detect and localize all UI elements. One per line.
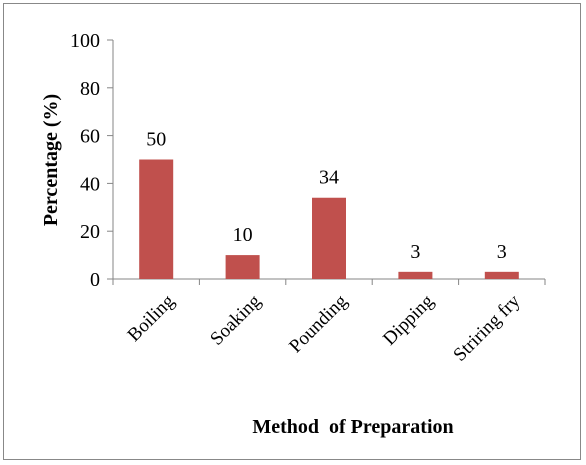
bar-pounding [312,197,346,279]
chart-frame [3,3,581,460]
x-tick-label: Boiling [124,290,180,346]
data-label: 50 [146,129,166,151]
data-label: 34 [319,167,339,189]
bar-series [139,159,519,279]
bar-soaking [225,255,260,279]
y-tick-label: 100 [70,30,100,52]
y-axis-title: Percentage (%) [40,94,62,226]
y-tick-label: 20 [80,221,100,243]
x-tick-label: Striring fry [449,290,524,365]
x-axis-title: Method of Preparation [252,416,453,438]
y-axis: 0 20 40 60 80 100 [70,30,114,291]
x-tick-label: Soaking [206,290,265,349]
data-label: 3 [497,241,507,263]
x-tick-labels: Boiling Soaking Pounding Dipping Striring fr… [124,290,525,365]
bar-dipping [398,271,433,279]
x-tick-label: Dipping [379,290,438,349]
bar-striring-fry [484,271,519,279]
data-labels: 50 10 34 3 3 [146,129,507,263]
data-label: 10 [233,224,253,246]
x-axis [112,278,546,285]
y-tick-label: 60 [80,126,100,148]
y-tick-label: 0 [90,269,100,291]
data-label: 3 [410,241,420,263]
bar-boiling [139,159,174,279]
y-tick-label: 80 [80,78,100,100]
x-tick-label: Pounding [285,290,352,357]
y-tick-label: 40 [80,173,100,195]
